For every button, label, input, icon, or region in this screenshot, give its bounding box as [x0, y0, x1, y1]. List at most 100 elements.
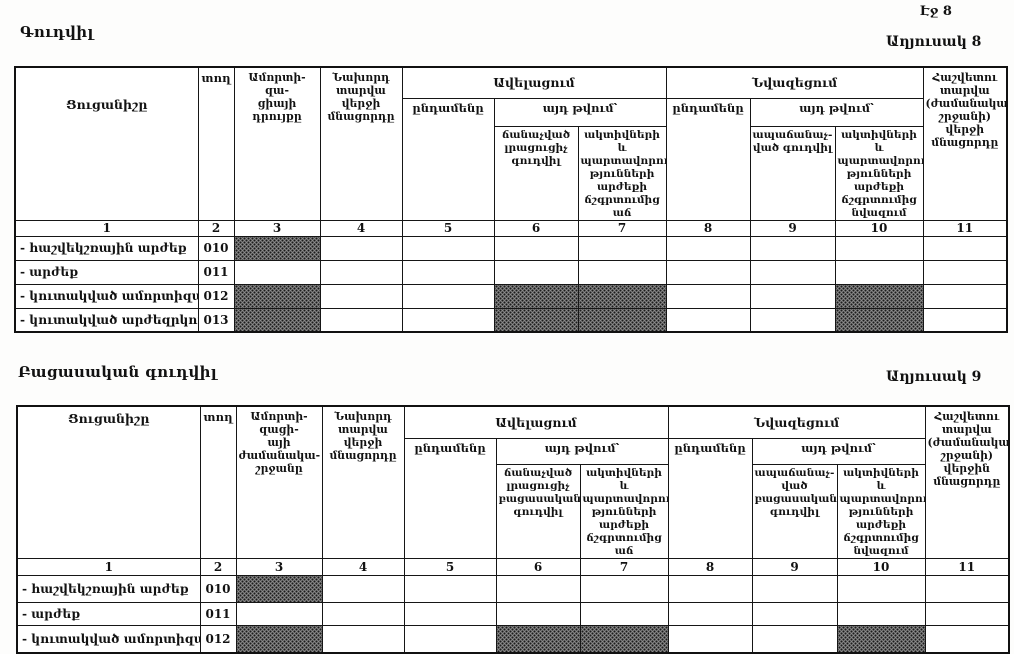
- empty-cell: [751, 601, 838, 626]
- shaded-cell: [233, 235, 321, 261]
- col-header-previous-balance: Նախորդ տարվա վերջի մնացորդը: [319, 66, 403, 221]
- shaded-cell: [235, 574, 323, 603]
- goodwill-table: Ցուցանիշը տող Ամորտի-զա- ցիայի դրույքը Ն…: [14, 66, 1009, 333]
- empty-cell: [403, 574, 497, 603]
- col-header-decrease-total: ընդամենը: [667, 437, 753, 559]
- col-header-derecognized-goodwill: ապաճանաչ- ված գուդվիլ: [749, 125, 836, 221]
- empty-cell: [235, 601, 323, 626]
- table8-label: Աղյուսակ 8: [886, 34, 982, 50]
- col-header-increase-adjustment: ակտիվների և պարտավորու- թյունների արժեքի…: [577, 125, 667, 221]
- column-number: 9: [751, 557, 838, 576]
- row-label: - կուտակված արժեզրկում: [14, 307, 199, 333]
- column-number: 2: [197, 219, 235, 237]
- row-code: 010: [197, 235, 235, 261]
- row-label: - հաշվեկշռային արժեք: [14, 235, 199, 261]
- row-code: 011: [199, 601, 237, 626]
- col-header-line: տող: [197, 66, 235, 221]
- col-header-increase-adjustment: ակտիվների և պարտավորու- թյունների արժեքի…: [579, 463, 669, 559]
- table-row: - հաշվեկշռային արժեք 010: [14, 235, 1008, 261]
- column-numbers-row: 1 2 3 4 5 6 7 8 9 10 11: [14, 219, 1008, 237]
- col-header-recognized-negative-goodwill: ճանաչված լրացուցիչ բացասական գուդվիլ: [495, 463, 581, 559]
- col-header-increase-of-which: այդ թվում՝: [495, 437, 669, 465]
- shaded-cell: [834, 283, 924, 309]
- shaded-cell: [579, 624, 669, 654]
- empty-cell: [321, 574, 405, 603]
- empty-cell: [495, 601, 581, 626]
- row-label: - արժեք: [16, 601, 201, 626]
- empty-cell: [579, 574, 669, 603]
- empty-cell: [924, 624, 1010, 654]
- column-number: 6: [493, 219, 579, 237]
- column-numbers-row: 1 2 3 4 5 6 7 8 9 10 11: [16, 557, 1010, 576]
- empty-cell: [667, 624, 753, 654]
- column-number: 5: [401, 219, 495, 237]
- col-header-line: տող: [199, 405, 237, 559]
- column-number: 6: [495, 557, 581, 576]
- row-label: - հաշվեկշռային արժեք: [16, 574, 201, 603]
- empty-cell: [577, 259, 667, 285]
- empty-cell: [579, 601, 669, 626]
- col-header-derecognized-negative-goodwill: ապաճանաչ- ված բացասական գուդվիլ: [751, 463, 838, 559]
- column-number: 4: [319, 219, 403, 237]
- row-code: 013: [197, 307, 235, 333]
- col-header-amortization-rate: Ամորտի-զա- ցիայի դրույքը: [233, 66, 321, 221]
- column-number: 11: [924, 557, 1010, 576]
- col-group-increase: Ավելացում: [403, 405, 669, 439]
- column-number: 4: [321, 557, 405, 576]
- empty-cell: [665, 283, 751, 309]
- empty-cell: [751, 574, 838, 603]
- empty-cell: [401, 235, 495, 261]
- empty-cell: [749, 259, 836, 285]
- col-header-indicator: Ցուցանիշը: [14, 66, 199, 221]
- col-group-decrease: Նվազեցում: [665, 66, 924, 99]
- column-number: 3: [235, 557, 323, 576]
- column-number: 10: [834, 219, 924, 237]
- shaded-cell: [577, 307, 667, 333]
- shaded-cell: [233, 307, 321, 333]
- negative-goodwill-table: Ցուցանիշը տող Ամորտի-զացի- այի ժամանակա-…: [16, 405, 1011, 654]
- col-header-recognized-goodwill: ճանաչված լրացուցիչ գուդվիլ: [493, 125, 579, 221]
- column-number: 7: [579, 557, 669, 576]
- empty-cell: [749, 235, 836, 261]
- empty-cell: [577, 235, 667, 261]
- column-number: 5: [403, 557, 497, 576]
- page-number: Էջ 8: [920, 4, 952, 19]
- shaded-cell: [577, 283, 667, 309]
- column-number: 8: [665, 219, 751, 237]
- column-number: 9: [749, 219, 836, 237]
- row-code: 011: [197, 259, 235, 285]
- empty-cell: [403, 601, 497, 626]
- empty-cell: [319, 307, 403, 333]
- table-row: - կուտակված արժեզրկում 013: [14, 307, 1008, 333]
- table-row: - հաշվեկշռային արժեք 010: [16, 574, 1010, 603]
- empty-cell: [401, 283, 495, 309]
- row-code: 012: [197, 283, 235, 309]
- empty-cell: [836, 601, 926, 626]
- empty-cell: [924, 601, 1010, 626]
- empty-cell: [401, 307, 495, 333]
- empty-cell: [667, 574, 753, 603]
- empty-cell: [667, 601, 753, 626]
- shaded-cell: [495, 624, 581, 654]
- empty-cell: [922, 307, 1008, 333]
- empty-cell: [834, 235, 924, 261]
- row-label: - արժեք: [14, 259, 199, 285]
- col-header-end-balance: Հաշվետու տարվա (ժամանակա- շրջանի) վերջի …: [922, 66, 1008, 221]
- empty-cell: [836, 574, 926, 603]
- column-number: 10: [836, 557, 926, 576]
- empty-cell: [495, 574, 581, 603]
- col-header-previous-balance: Նախորդ տարվա վերջի մնացորդը: [321, 405, 405, 559]
- column-number: 1: [14, 219, 199, 237]
- col-header-decrease-of-which: այդ թվում՝: [751, 437, 926, 465]
- col-header-indicator: Ցուցանիշը: [16, 405, 201, 559]
- empty-cell: [493, 259, 579, 285]
- table-row: - կուտակված ամորտիզացիա 012: [16, 624, 1010, 654]
- row-label: - կուտակված ամորտիզացիա: [16, 624, 201, 654]
- column-number: 3: [233, 219, 321, 237]
- empty-cell: [749, 283, 836, 309]
- col-group-increase: Ավելացում: [401, 66, 667, 99]
- col-header-amortization-period: Ամորտի-զացի- այի ժամանակա- շրջանը: [235, 405, 323, 559]
- shaded-cell: [834, 307, 924, 333]
- empty-cell: [924, 574, 1010, 603]
- shaded-cell: [493, 283, 579, 309]
